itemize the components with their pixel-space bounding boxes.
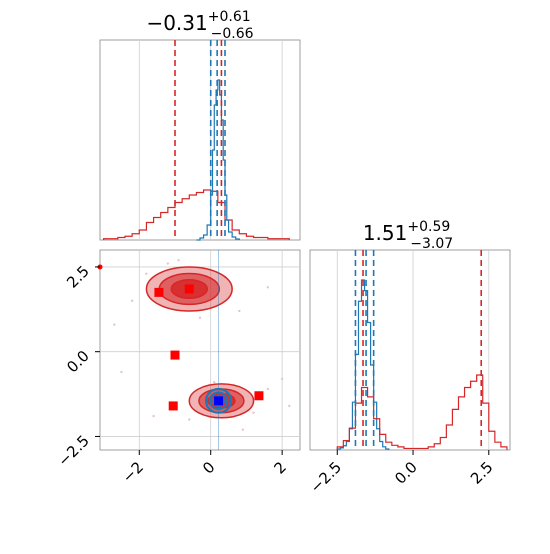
panel-bottom-right-histogram: −2.5 0.0 2.5: [307, 249, 511, 497]
title-bottom-right-value: 1.51: [363, 221, 408, 245]
scatter-point: [177, 258, 180, 262]
y-tick-label: 2.5: [63, 262, 93, 292]
y-tick-label: 0.0: [63, 347, 93, 377]
x-tick-label: −2: [119, 458, 147, 486]
scatter-point: [188, 418, 191, 421]
title-bottom-right-sub: −3.07: [410, 236, 453, 252]
scatter-point: [166, 262, 170, 265]
panel-frame: [99, 39, 301, 241]
histogram-series: [196, 79, 240, 241]
scatter-point: [241, 428, 245, 431]
scatter-point: [288, 404, 291, 408]
x-tick-label: 2.5: [467, 458, 497, 488]
title-top-left-sup: +0.61: [208, 9, 251, 25]
marker-red: [254, 391, 264, 401]
scatter-point: [266, 286, 270, 289]
scatter-point: [213, 381, 216, 384]
marker-red: [170, 350, 180, 360]
scatter-point: [280, 377, 284, 381]
marker-red: [154, 287, 164, 297]
panel-top-left-histogram: [99, 39, 301, 241]
scatter-point: [252, 411, 255, 414]
histogram-series: [102, 189, 290, 240]
title-top-left-value: −0.31: [146, 11, 207, 35]
scatter-point: [152, 414, 155, 418]
title-top-left: −0.31+0.61 −0.66: [146, 9, 253, 42]
scatter-point: [198, 316, 202, 319]
x-tick-label: −2.5: [307, 458, 345, 496]
marker-red: [168, 401, 178, 411]
x-tick-label: 2: [270, 458, 289, 477]
scatter-point: [145, 272, 148, 275]
title-top-left-sub: −0.66: [211, 26, 254, 42]
panel-frame: [309, 249, 511, 451]
scatter-point: [238, 309, 241, 313]
scatter-point: [130, 299, 134, 303]
scatter-point: [120, 370, 123, 374]
histogram-series: [336, 374, 508, 450]
scatter-point: [266, 387, 270, 391]
marker-red: [184, 284, 194, 294]
marker-blue: [214, 396, 224, 406]
panel-bottom-left-joint: −2 0 2 −2.5 0.0 2.5: [54, 249, 301, 486]
y-tick-label: −2.5: [54, 432, 92, 470]
title-bottom-right: 1.51+0.59 −3.07: [363, 219, 453, 252]
x-tick-label: 0: [199, 458, 218, 477]
x-tick-label: 0.0: [391, 458, 421, 488]
scatter-point: [113, 323, 116, 326]
title-bottom-right-sup: +0.59: [407, 219, 450, 235]
